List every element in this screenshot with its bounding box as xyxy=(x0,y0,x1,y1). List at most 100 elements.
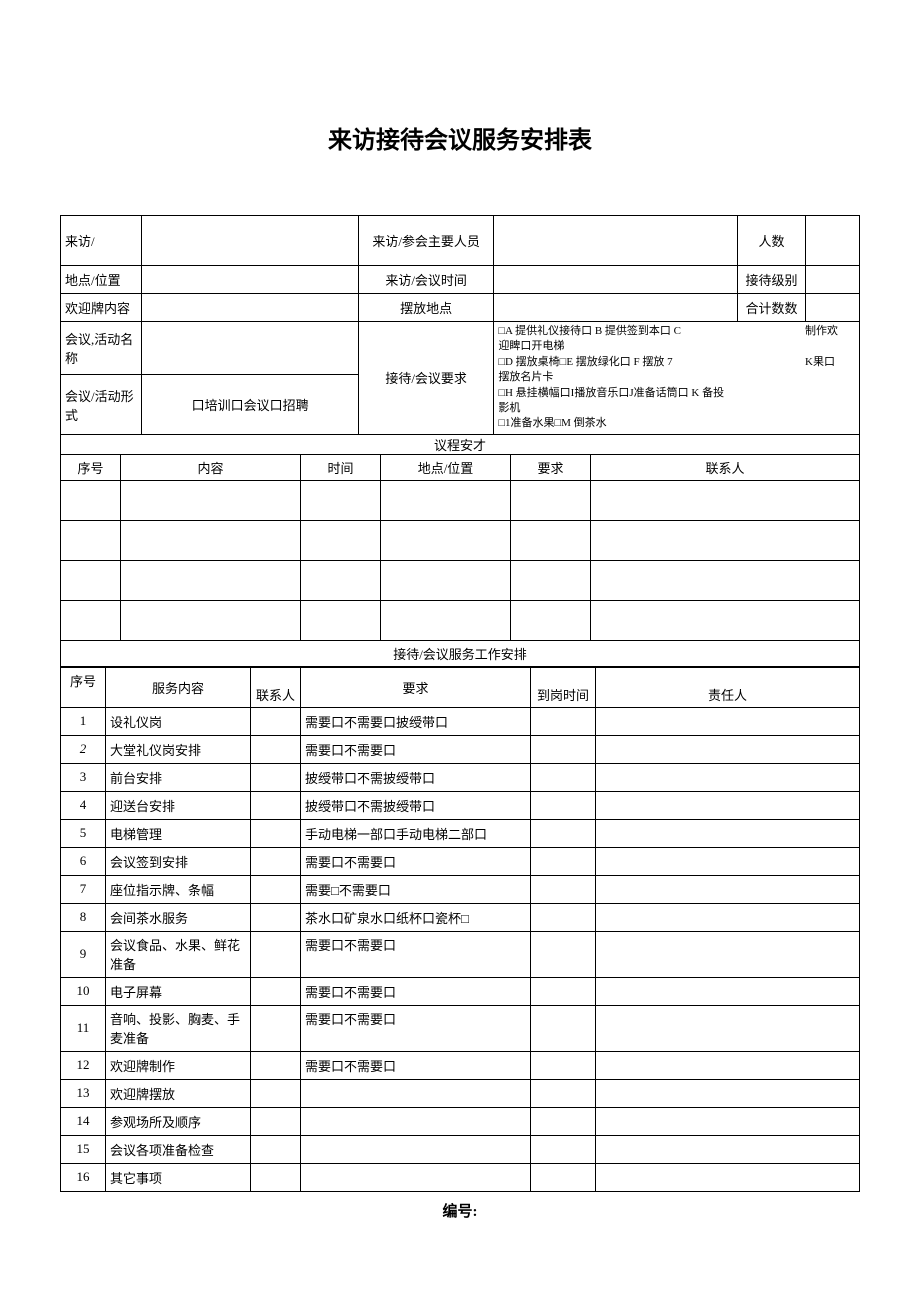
people-count-value[interactable] xyxy=(805,216,859,266)
service-row-no: 7 xyxy=(61,875,106,903)
service-row-content: 迎送台安排 xyxy=(106,791,251,819)
service-row-contact[interactable] xyxy=(251,931,301,977)
location-label: 地点/位置 xyxy=(61,266,142,294)
total-count-value[interactable] xyxy=(805,294,859,322)
service-row-responsible[interactable] xyxy=(596,875,860,903)
service-col-arrival: 到岗时间 xyxy=(531,667,596,707)
service-row-contact[interactable] xyxy=(251,1079,301,1107)
service-row-arrival[interactable] xyxy=(531,977,596,1005)
service-row-arrival[interactable] xyxy=(531,791,596,819)
service-row-no: 9 xyxy=(61,931,106,977)
time-label: 来访/会议时间 xyxy=(358,266,493,294)
service-row-responsible[interactable] xyxy=(596,931,860,977)
agenda-row[interactable] xyxy=(61,520,121,560)
service-row-arrival[interactable] xyxy=(531,1135,596,1163)
service-row-responsible[interactable] xyxy=(596,1107,860,1135)
service-col-no: 序号 xyxy=(61,667,106,707)
service-row-contact[interactable] xyxy=(251,875,301,903)
reception-level-value[interactable] xyxy=(805,266,859,294)
service-row-contact[interactable] xyxy=(251,763,301,791)
welcome-sign-value[interactable] xyxy=(142,294,359,322)
service-row-arrival[interactable] xyxy=(531,1163,596,1191)
service-row-contact[interactable] xyxy=(251,819,301,847)
service-row-contact[interactable] xyxy=(251,1135,301,1163)
service-row-arrival[interactable] xyxy=(531,1107,596,1135)
service-row-arrival[interactable] xyxy=(531,1079,596,1107)
reception-level-label: 接待级别 xyxy=(738,266,806,294)
service-row-contact[interactable] xyxy=(251,707,301,735)
service-row-requirement[interactable]: 需要口不需要口披绶带口 xyxy=(301,707,531,735)
service-row-requirement[interactable]: 披绶带口不需披绶带口 xyxy=(301,791,531,819)
service-col-requirement: 要求 xyxy=(301,667,531,707)
service-row-requirement[interactable]: 披绶带口不需披绶带口 xyxy=(301,763,531,791)
service-row-requirement[interactable]: 需要□不需要口 xyxy=(301,875,531,903)
service-row-requirement[interactable]: 需要口不需要口 xyxy=(301,735,531,763)
service-row-content: 会议各项准备检查 xyxy=(106,1135,251,1163)
service-row-arrival[interactable] xyxy=(531,707,596,735)
service-row-requirement[interactable] xyxy=(301,1079,531,1107)
service-row-responsible[interactable] xyxy=(596,1135,860,1163)
service-row-arrival[interactable] xyxy=(531,847,596,875)
service-row-requirement[interactable] xyxy=(301,1135,531,1163)
service-row-responsible[interactable] xyxy=(596,791,860,819)
service-row-contact[interactable] xyxy=(251,735,301,763)
total-count-label: 合计数数 xyxy=(738,294,806,322)
agenda-row[interactable] xyxy=(61,560,121,600)
agenda-row[interactable] xyxy=(61,480,121,520)
activity-form-options[interactable]: 口培训口会议口招聘 xyxy=(142,375,359,434)
service-row-arrival[interactable] xyxy=(531,819,596,847)
activity-name-value[interactable] xyxy=(142,322,359,375)
service-row-no: 3 xyxy=(61,763,106,791)
service-row-arrival[interactable] xyxy=(531,875,596,903)
service-row-contact[interactable] xyxy=(251,903,301,931)
service-row-requirement[interactable] xyxy=(301,1107,531,1135)
service-row-responsible[interactable] xyxy=(596,1079,860,1107)
service-row-responsible[interactable] xyxy=(596,847,860,875)
service-row-no: 8 xyxy=(61,903,106,931)
service-row-arrival[interactable] xyxy=(531,1051,596,1079)
service-row-responsible[interactable] xyxy=(596,1051,860,1079)
service-row-responsible[interactable] xyxy=(596,1005,860,1051)
service-row-contact[interactable] xyxy=(251,977,301,1005)
document-title: 来访接待会议服务安排表 xyxy=(60,120,860,155)
service-row-requirement[interactable]: 需要口不需要口 xyxy=(301,931,531,977)
service-row-contact[interactable] xyxy=(251,847,301,875)
agenda-col-location: 地点/位置 xyxy=(381,454,511,480)
attendees-value[interactable] xyxy=(494,216,738,266)
service-row-arrival[interactable] xyxy=(531,903,596,931)
visitor-value[interactable] xyxy=(142,216,359,266)
service-row-requirement[interactable] xyxy=(301,1163,531,1191)
service-row-responsible[interactable] xyxy=(596,819,860,847)
time-value[interactable] xyxy=(494,266,738,294)
service-row-content: 参观场所及顺序 xyxy=(106,1107,251,1135)
service-row-responsible[interactable] xyxy=(596,903,860,931)
placement-value[interactable] xyxy=(494,294,738,322)
service-row-requirement[interactable]: 需要口不需要口 xyxy=(301,977,531,1005)
service-row-contact[interactable] xyxy=(251,1107,301,1135)
service-row-responsible[interactable] xyxy=(596,735,860,763)
service-row-contact[interactable] xyxy=(251,791,301,819)
agenda-row[interactable] xyxy=(61,600,121,640)
service-row-responsible[interactable] xyxy=(596,1163,860,1191)
service-row-responsible[interactable] xyxy=(596,707,860,735)
footer-number: 编号: xyxy=(60,1200,860,1221)
service-row-requirement[interactable]: 需要口不需要口 xyxy=(301,847,531,875)
service-row-responsible[interactable] xyxy=(596,763,860,791)
service-row-arrival[interactable] xyxy=(531,735,596,763)
service-row-content: 大堂礼仪岗安排 xyxy=(106,735,251,763)
service-row-requirement[interactable]: 茶水口矿泉水口纸杯口瓷杯□ xyxy=(301,903,531,931)
service-row-requirement[interactable]: 需要口不需要口 xyxy=(301,1005,531,1051)
service-row-requirement[interactable]: 手动电梯一部口手动电梯二部口 xyxy=(301,819,531,847)
service-row-contact[interactable] xyxy=(251,1005,301,1051)
service-row-arrival[interactable] xyxy=(531,1005,596,1051)
service-row-requirement[interactable]: 需要口不需要口 xyxy=(301,1051,531,1079)
service-row-arrival[interactable] xyxy=(531,931,596,977)
location-value[interactable] xyxy=(142,266,359,294)
service-row-contact[interactable] xyxy=(251,1163,301,1191)
placement-label: 摆放地点 xyxy=(358,294,493,322)
service-row-arrival[interactable] xyxy=(531,763,596,791)
service-row-contact[interactable] xyxy=(251,1051,301,1079)
service-row-content: 会议食品、水果、鲜花准备 xyxy=(106,931,251,977)
service-col-contact: 联系人 xyxy=(251,667,301,707)
service-row-responsible[interactable] xyxy=(596,977,860,1005)
